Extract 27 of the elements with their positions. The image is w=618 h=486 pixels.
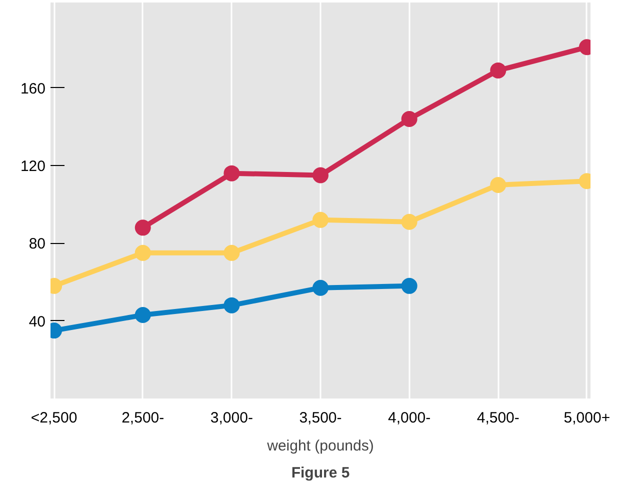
point — [224, 244, 240, 261]
point — [134, 220, 151, 236]
point — [401, 110, 418, 127]
point — [134, 307, 151, 324]
text: Figure 5 — [291, 464, 350, 482]
point — [312, 212, 328, 228]
point — [490, 176, 506, 193]
point — [401, 214, 418, 230]
x-tick-label: 3,000- — [210, 410, 253, 426]
x-tick-label: <2,500 — [30, 410, 78, 426]
point — [224, 297, 240, 314]
x-tick-label: 2,500- — [122, 410, 164, 426]
y-tick-label: 40 — [28, 313, 46, 330]
x-tick-label: 4,000- — [388, 410, 431, 426]
x-tick-label: 3,500- — [299, 410, 342, 426]
x-tick-label: 5,000+ — [564, 410, 610, 426]
point — [134, 244, 151, 261]
y-tick-label: 120 — [20, 158, 46, 176]
point — [312, 167, 328, 184]
point — [224, 165, 240, 182]
point — [490, 62, 506, 78]
point — [401, 278, 418, 294]
y-tick-label: 80 — [28, 236, 46, 253]
y-tick-label: 160 — [20, 80, 46, 98]
x-tick-label: 4,500- — [476, 410, 520, 426]
point — [312, 280, 328, 296]
x-axis-title: weight (pounds) — [266, 438, 374, 454]
